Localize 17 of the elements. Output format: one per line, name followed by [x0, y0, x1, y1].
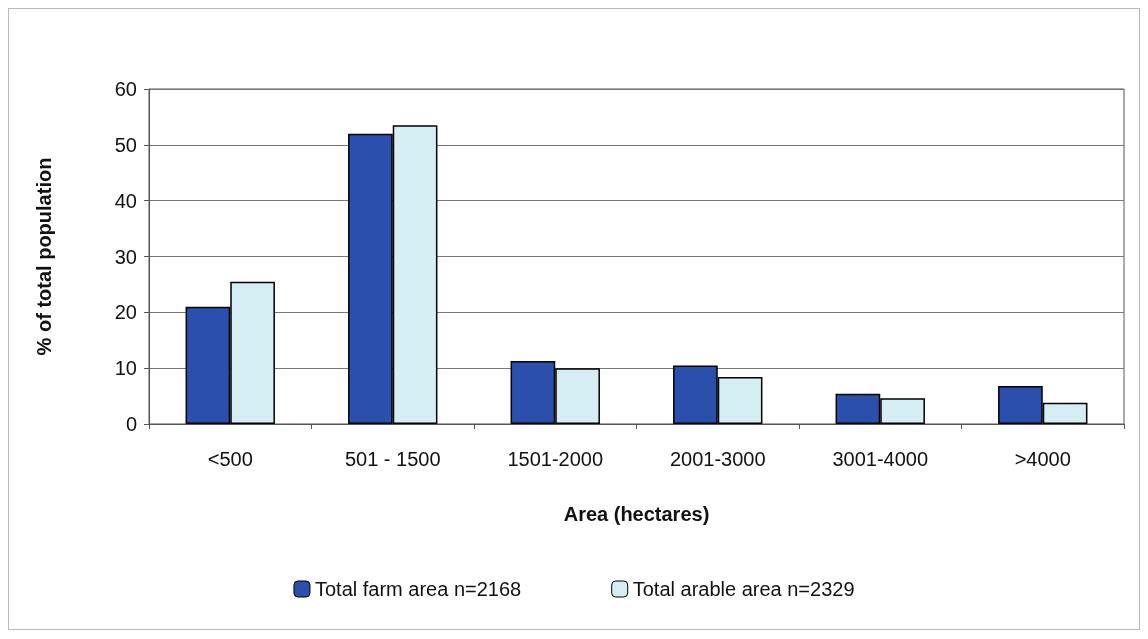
y-tick-label: 50 — [114, 133, 137, 156]
y-tick-label: 20 — [114, 301, 137, 324]
y-tick-label: 60 — [114, 78, 137, 100]
x-tick-label: 501 - 1500 — [344, 448, 441, 470]
x-tick-label: 1501-2000 — [507, 448, 604, 470]
x-tick-label: 3001-4000 — [832, 448, 929, 470]
y-axis-title: % of total population — [33, 157, 55, 356]
x-axis-title: Area (hectares) — [563, 503, 710, 525]
x-tick-label: 2001-3000 — [669, 448, 766, 470]
legend-label: Total farm area n=2168 — [314, 578, 522, 600]
x-tick-label: <500 — [207, 448, 253, 470]
y-tick-label: 40 — [114, 189, 137, 212]
y-tick-label: 30 — [114, 245, 137, 268]
legend-label: Total arable area n=2329 — [632, 578, 855, 600]
y-tick-label: 0 — [125, 413, 137, 435]
x-tick-label: >4000 — [1014, 448, 1071, 470]
y-tick-label: 10 — [114, 357, 137, 380]
